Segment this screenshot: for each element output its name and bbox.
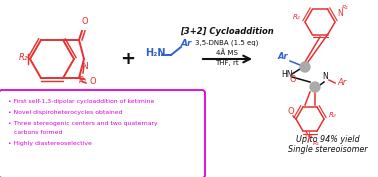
Text: • Three stereogenic centers and two quaternary: • Three stereogenic centers and two quat… [8,121,158,126]
FancyArrowPatch shape [203,56,250,62]
Text: N: N [337,9,343,18]
Text: Ar: Ar [181,39,192,48]
Text: O: O [288,107,294,116]
Text: Up to 94% yield: Up to 94% yield [296,135,360,144]
Text: R₂: R₂ [292,14,300,20]
Text: Single stereoisomer: Single stereoisomer [288,144,368,153]
Text: • First self-1,3-dipolar cycloaddition of ketimine: • First self-1,3-dipolar cycloaddition o… [8,99,154,104]
Text: R₁: R₁ [79,76,87,85]
Text: 4Å MS: 4Å MS [216,50,238,56]
Text: N: N [304,131,310,140]
Text: Ar: Ar [337,78,346,87]
Text: H₂N: H₂N [145,48,166,58]
Text: R₁: R₁ [342,5,349,10]
Text: +: + [121,50,135,68]
Text: O: O [82,17,88,26]
Text: O: O [290,75,296,84]
Text: • Novel dispiroheterocycles obtained: • Novel dispiroheterocycles obtained [8,110,122,115]
Circle shape [310,82,320,92]
Text: HN: HN [281,70,293,79]
Text: N: N [322,72,328,81]
Text: carbons formed: carbons formed [8,130,62,135]
Text: [3+2] Cycloaddition: [3+2] Cycloaddition [180,27,274,36]
FancyBboxPatch shape [0,90,205,177]
Text: Ar: Ar [278,52,288,61]
Circle shape [300,62,310,72]
Text: N: N [81,62,87,71]
Text: R₂: R₂ [329,112,337,118]
Text: THF, rt: THF, rt [215,60,239,66]
Text: • Highly diastereoselective: • Highly diastereoselective [8,141,92,146]
Text: R₁: R₁ [313,141,320,146]
Text: R₂: R₂ [19,53,28,61]
Text: 3,5-DNBA (1.5 eq): 3,5-DNBA (1.5 eq) [195,40,259,46]
Text: O: O [89,77,96,85]
